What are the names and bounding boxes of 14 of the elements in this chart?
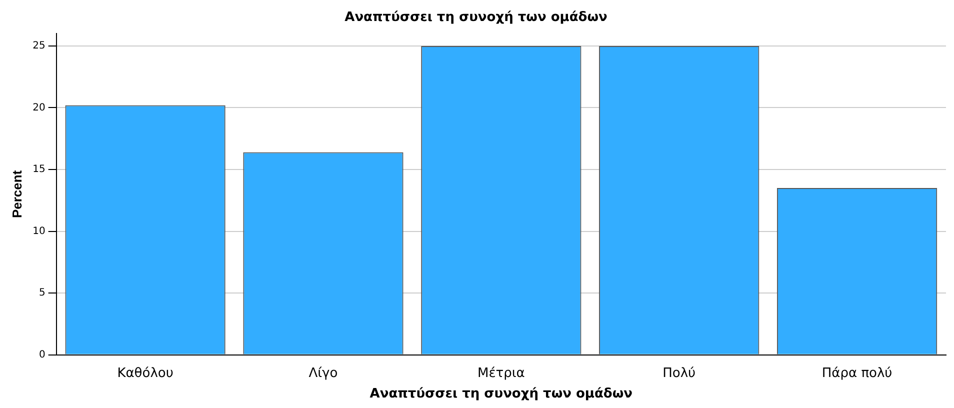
x-tick-label: Καθόλου: [117, 366, 174, 381]
y-tick-label: 15: [32, 164, 46, 176]
x-tick-label: Πολύ: [662, 366, 696, 381]
y-tick-label: 25: [32, 40, 46, 52]
x-tick-label: Λίγο: [308, 366, 338, 381]
y-tick-label: 20: [32, 102, 46, 114]
y-axis-title: Percent: [9, 170, 24, 218]
chart-title: Αναπτύσσει τη συνοχή των ομάδων: [344, 10, 608, 26]
x-axis-title: Αναπτύσσει τη συνοχή των ομάδων: [370, 386, 633, 402]
y-tick-label: 5: [38, 288, 46, 299]
y-tick-label: 10: [32, 226, 46, 237]
x-tick-label: Πάρα πολύ: [822, 366, 892, 381]
x-tick-label: Μέτρια: [478, 366, 525, 381]
y-tick-label: 0: [38, 349, 46, 360]
